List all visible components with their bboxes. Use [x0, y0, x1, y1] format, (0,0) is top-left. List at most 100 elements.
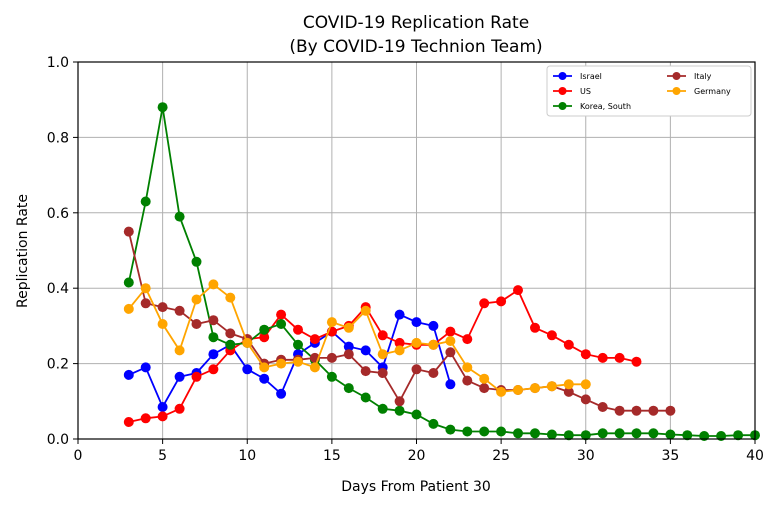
data-point-italy: [580, 394, 591, 405]
y-tick-label: 0.2: [47, 357, 69, 373]
data-point-italy: [191, 319, 202, 329]
data-point-germany: [326, 317, 337, 328]
legend-label: Italy: [694, 72, 712, 81]
y-tick-label: 1.0: [47, 55, 69, 71]
legend-label: US: [580, 87, 591, 96]
data-point-us: [208, 364, 219, 375]
data-point-israel: [157, 402, 168, 412]
data-point-germany: [546, 381, 557, 392]
legend-swatch-marker: [672, 87, 681, 95]
data-point-israel: [242, 364, 253, 375]
data-point-israel: [360, 345, 371, 356]
data-point-israel: [411, 317, 422, 328]
data-point-germany: [309, 362, 320, 373]
data-point-korea-south: [276, 319, 287, 329]
legend-item-germany: Germany: [667, 87, 731, 96]
series-line-germany: [128, 283, 586, 393]
data-point-korea-south: [140, 196, 151, 207]
data-point-us: [479, 298, 490, 309]
data-point-italy: [343, 349, 354, 360]
data-point-germany: [513, 385, 523, 395]
data-point-italy: [462, 375, 473, 386]
data-point-korea-south: [462, 426, 473, 437]
data-point-us: [445, 326, 456, 337]
x-tick-label: 30: [577, 448, 595, 464]
series-italy: [123, 226, 676, 416]
data-point-israel: [140, 362, 151, 373]
data-point-us: [546, 330, 557, 341]
data-point-us: [377, 330, 388, 341]
data-point-korea-south: [665, 429, 676, 440]
legend-label: Germany: [694, 87, 731, 96]
data-point-italy: [157, 302, 168, 313]
data-point-us: [309, 334, 320, 345]
data-point-us: [462, 334, 473, 345]
data-point-korea-south: [614, 428, 625, 439]
x-tick-label: 15: [323, 448, 341, 464]
data-point-germany: [343, 322, 354, 333]
data-point-us: [157, 411, 168, 422]
data-point-korea-south: [563, 430, 574, 441]
legend-item-us: US: [553, 87, 591, 96]
y-tick-label: 0.6: [47, 206, 69, 222]
data-point-korea-south: [360, 392, 371, 403]
data-point-korea-south: [259, 324, 270, 335]
data-point-germany: [208, 279, 219, 290]
x-tick-label: 0: [74, 448, 83, 464]
data-point-us: [563, 339, 574, 350]
data-point-italy: [445, 347, 456, 358]
data-point-italy: [377, 368, 388, 378]
data-point-korea-south: [191, 256, 202, 267]
data-point-germany: [225, 292, 236, 303]
data-point-us: [276, 309, 287, 320]
data-point-italy: [665, 405, 676, 416]
legend-swatch-marker: [558, 72, 567, 80]
data-point-korea-south: [123, 277, 134, 288]
data-point-korea-south: [428, 418, 439, 429]
data-point-italy: [563, 386, 574, 397]
data-point-korea-south: [580, 430, 591, 441]
data-point-italy: [479, 383, 490, 394]
legend-item-israel: Israel: [553, 72, 602, 81]
data-point-germany: [496, 386, 507, 397]
x-tick-label: 5: [158, 448, 167, 464]
y-tick-label: 0.8: [47, 130, 69, 146]
x-tick-label: 20: [408, 448, 426, 464]
data-point-israel: [208, 349, 219, 360]
data-point-us: [123, 417, 134, 427]
data-point-italy: [428, 368, 439, 378]
data-point-korea-south: [225, 339, 236, 350]
data-point-us: [580, 349, 591, 360]
x-axis-label: Days From Patient 30: [341, 479, 491, 495]
data-point-germany: [377, 349, 388, 360]
data-point-germany: [479, 373, 490, 384]
data-point-israel: [174, 371, 185, 382]
data-point-germany: [462, 362, 473, 373]
data-point-us: [530, 322, 540, 333]
data-point-italy: [174, 305, 185, 316]
y-tick-label: 0.0: [47, 432, 69, 448]
data-point-korea-south: [530, 428, 540, 439]
data-point-korea-south: [293, 339, 303, 350]
legend-swatch-marker: [558, 102, 567, 110]
data-point-us: [394, 337, 405, 348]
data-point-us: [293, 324, 303, 335]
chart-title: COVID-19 Replication Rate: [303, 13, 529, 33]
y-tick-label: 0.4: [47, 281, 69, 297]
data-point-korea-south: [157, 102, 168, 113]
chart-subtitle: (By COVID-19 Technion Team): [289, 37, 542, 57]
data-point-korea-south: [597, 428, 608, 439]
data-point-italy: [208, 315, 219, 326]
data-point-germany: [563, 379, 574, 390]
data-point-israel: [445, 379, 456, 390]
data-point-italy: [597, 402, 608, 412]
data-point-germany: [530, 383, 540, 394]
data-point-korea-south: [326, 371, 337, 382]
data-point-israel: [394, 309, 405, 320]
legend-swatch-marker: [558, 87, 567, 95]
data-point-israel: [276, 388, 287, 399]
data-point-germany: [140, 283, 151, 294]
data-point-korea-south: [513, 428, 523, 439]
data-point-us: [174, 403, 185, 414]
